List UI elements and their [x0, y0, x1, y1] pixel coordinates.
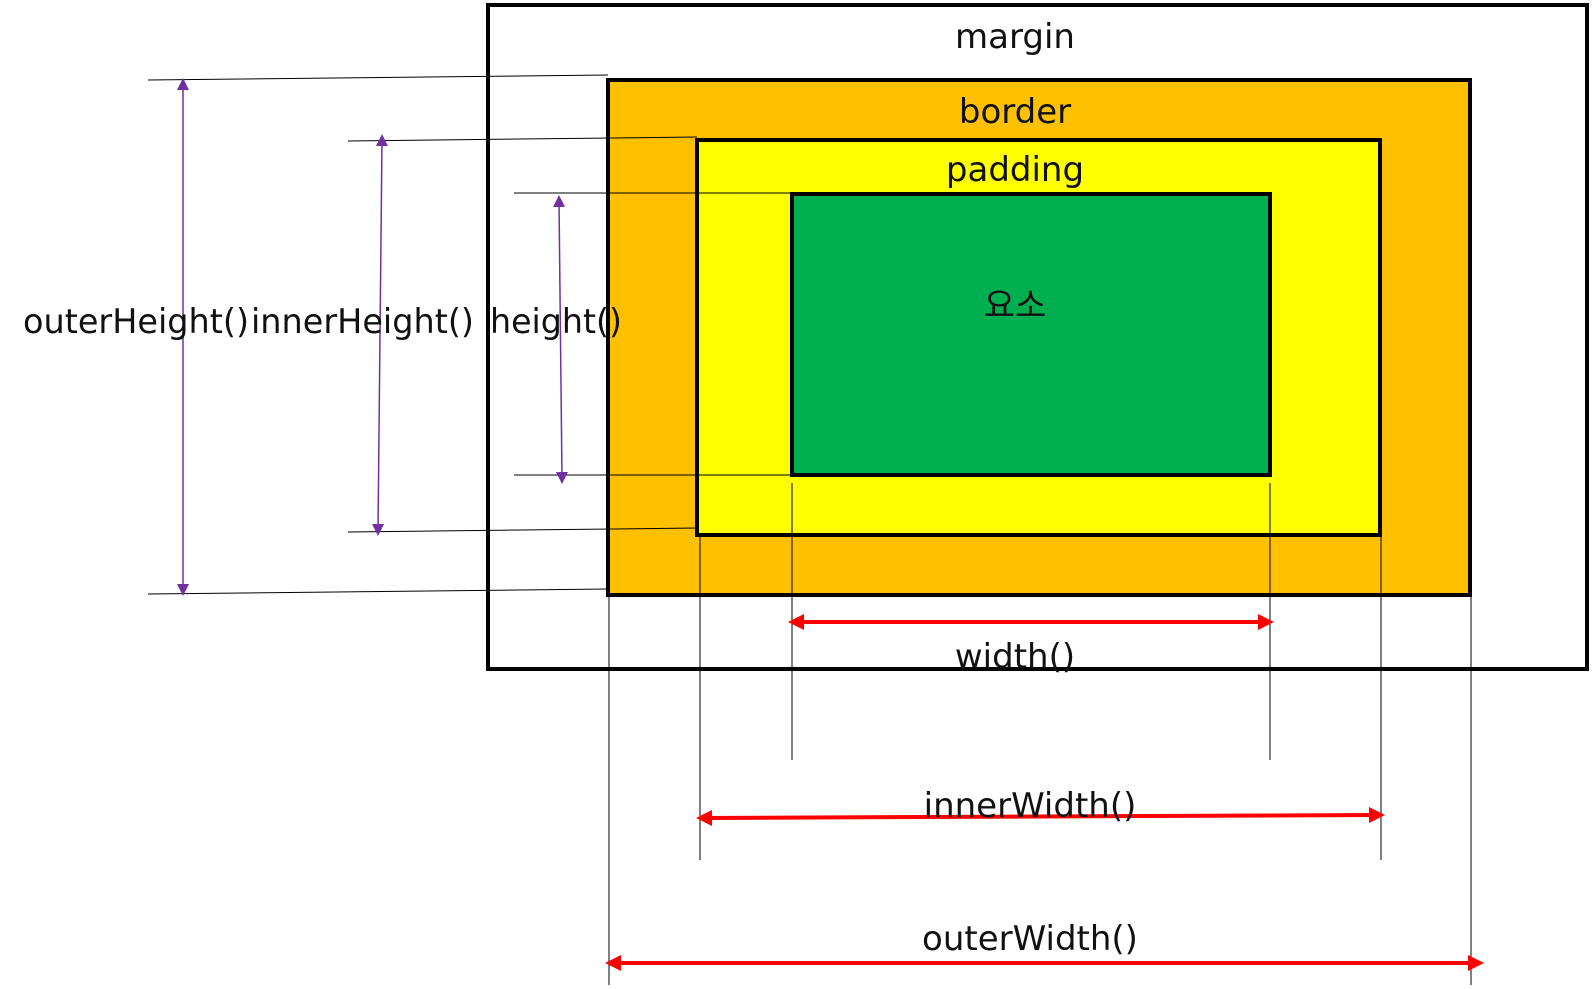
height-arrow [553, 195, 568, 484]
inner-height-top-guide [347, 136, 698, 142]
inner-width-label: innerWidth() [924, 786, 1137, 826]
element-label: 요소 [984, 286, 1047, 326]
inner-height-bottom-guide [347, 527, 698, 533]
inner-width-arrow [696, 807, 1385, 826]
element-box [790, 192, 1272, 477]
outer-height-label: outerHeight() [23, 302, 249, 342]
outer-height-top-guide [147, 74, 609, 81]
inner-height-arrow [372, 134, 388, 536]
height-label: height() [490, 302, 622, 342]
inner-height-label: innerHeight() [251, 302, 474, 342]
padding-label: padding [946, 150, 1084, 190]
outer-height-bottom-guide [147, 588, 609, 595]
width-label: width() [955, 637, 1075, 677]
border-label: border [959, 92, 1071, 132]
margin-label: margin [955, 17, 1075, 57]
outer-width-label: outerWidth() [922, 919, 1138, 959]
